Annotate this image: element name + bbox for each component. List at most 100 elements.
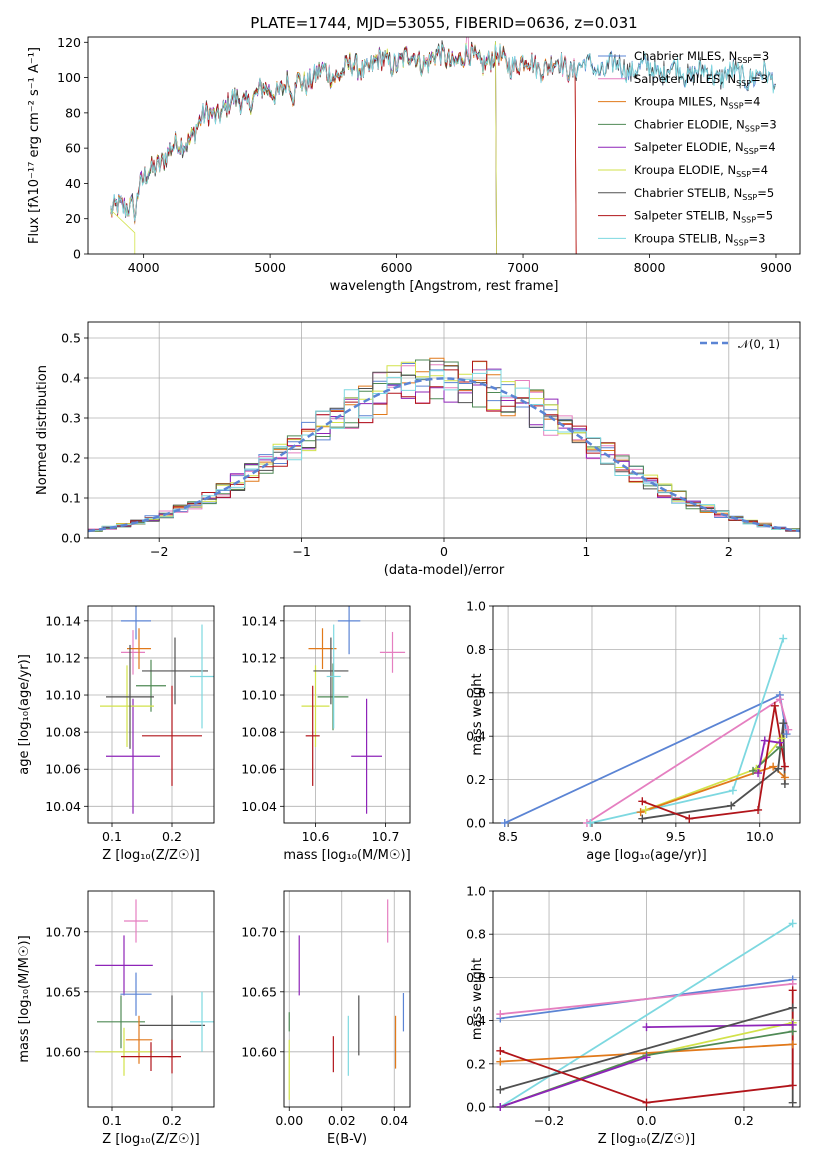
y-tick-label: 10.65 (45, 984, 81, 999)
y-tick-label: 0.0 (61, 531, 81, 546)
weight-point-marker (779, 719, 788, 728)
plot-area-residual-histogram (88, 357, 800, 533)
weight-point-marker (638, 797, 647, 806)
weight-point-marker (496, 1085, 505, 1094)
y-tick-label: 0.2 (466, 772, 486, 787)
x-axis-label: age [log₁₀(age/yr)] (586, 848, 707, 863)
weight-point-marker (754, 769, 763, 778)
plot-area-weight-vs-age (504, 638, 790, 823)
x-tick-label: 0.2 (162, 829, 182, 844)
legend-entry: Kroupa ELODIE, NSSP=4 (634, 163, 768, 179)
x-tick-label: 0.02 (328, 1113, 356, 1128)
x-tick-label: 9.5 (666, 829, 686, 844)
x-tick-label: 7000 (507, 260, 539, 275)
y-tick-label: 10.10 (45, 688, 81, 703)
y-tick-label: 0.6 (466, 685, 486, 700)
legend-entry: Kroupa MILES, NSSP=4 (634, 95, 760, 111)
x-axis-label: mass [log₁₀(M/M☉)] (283, 848, 410, 863)
x-tick-label: 0.2 (162, 1113, 182, 1128)
axes-frame (283, 605, 411, 824)
normal-reference-curve (88, 377, 800, 533)
axes-frame (492, 890, 801, 1108)
figure-title: PLATE=1744, MJD=53055, FIBERID=0636, z=0… (250, 14, 637, 32)
spectrum-series-line (110, 42, 497, 254)
y-tick-label: 0.5 (61, 331, 81, 346)
x-tick-label: 10.7 (372, 829, 400, 844)
weight-point-marker (749, 766, 758, 775)
y-tick-label: 0.0 (466, 816, 486, 831)
weight-series-line (504, 693, 788, 823)
x-tick-label: 0 (440, 544, 448, 559)
x-axis-label: Z [log₁₀(Z/Z☉)] (598, 1132, 695, 1147)
weight-point-marker (685, 814, 694, 823)
y-tick-label: 10.04 (241, 799, 277, 814)
weight-point-marker (636, 808, 645, 817)
panel-residual-histogram: −2 −1 0 1 2 0.0 0.1 0.2 0.3 0.4 0.5 (data-model)/er… (35, 321, 801, 578)
x-tick-label: −0.2 (534, 1113, 564, 1128)
weight-point-marker (780, 762, 789, 771)
y-tick-label: 1.0 (466, 599, 486, 614)
y-tick-label: 10.65 (241, 984, 277, 999)
y-axis-label: Normed distribution (35, 365, 50, 495)
x-tick-label: 5000 (254, 260, 286, 275)
weight-point-marker (780, 779, 789, 788)
y-axis-label: mass [log₁₀(M/M☉)] (17, 935, 32, 1062)
x-axis-label: E(B-V) (327, 1132, 367, 1147)
weight-point-marker (586, 819, 595, 827)
weight-point-marker (777, 734, 786, 743)
y-tick-label: 0.0 (466, 1100, 486, 1115)
x-tick-label: 8000 (634, 260, 666, 275)
y-tick-label: 10.60 (45, 1044, 81, 1059)
y-tick-label: 0.1 (61, 491, 81, 506)
weight-point-marker (496, 1010, 505, 1019)
x-tick-label: 0.00 (275, 1113, 303, 1128)
axes-frame (87, 890, 215, 1108)
weight-point-marker (788, 1098, 797, 1107)
x-tick-label: 6000 (381, 260, 413, 275)
weight-series-line (500, 983, 793, 1015)
y-tick-label: 0.8 (466, 642, 486, 657)
weight-point-marker (754, 805, 763, 814)
legend-entry: Salpeter MILES, NSSP=3 (634, 72, 768, 88)
y-tick-label: 10.04 (45, 799, 81, 814)
y-tick-label: 0.6 (466, 970, 486, 985)
y-axis-label: age [log₁₀(age/yr)] (17, 654, 32, 775)
weight-point-marker (769, 762, 778, 771)
panel-weight-vs-age: 8.5 9.0 9.5 10.0 0.0 0.2 0.4 0.6 0.8 1.0 age [log₁… (466, 599, 801, 863)
weight-point-marker (496, 1046, 505, 1055)
legend-entry: 𝒩(0, 1) (738, 337, 780, 351)
x-axis-label: (data-model)/error (384, 563, 505, 578)
x-axis-label: Z [log₁₀(Z/Z☉)] (102, 848, 199, 863)
y-tick-label: 10.60 (241, 1044, 277, 1059)
y-tick-label: 0.3 (61, 411, 81, 426)
x-tick-label: 0.1 (102, 1113, 122, 1128)
weight-point-marker (496, 1103, 505, 1111)
legend-entry: Chabrier STELIB, NSSP=5 (634, 186, 774, 202)
weight-point-marker (788, 1040, 797, 1049)
legend-entry: Chabrier MILES, NSSP=3 (634, 49, 769, 65)
plot-area-spectrum (110, 37, 776, 254)
weight-point-marker (774, 764, 783, 773)
weight-point-marker (788, 986, 797, 995)
x-tick-label: 0.04 (380, 1113, 408, 1128)
x-tick-label: 0.0 (637, 1113, 657, 1128)
panel-mass-vs-Z: 0.1 0.2 10.60 10.65 10.70 Z [log₁₀(Z/Z☉)] mass… (17, 890, 215, 1147)
weight-series-line (500, 1006, 793, 1091)
legend-entry: Salpeter ELODIE, NSSP=4 (634, 140, 776, 156)
weight-point-marker (727, 801, 736, 810)
y-tick-label: 0.4 (61, 371, 81, 386)
y-tick-label: 0.4 (466, 729, 486, 744)
panel-age-vs-Z: 0.1 0.2 10.04 10.06 10.08 10.10 10.12 10.14 Z [l… (17, 605, 215, 863)
y-tick-label: 10.10 (241, 688, 277, 703)
x-tick-label: 1 (582, 544, 590, 559)
plot-area-age-vs-mass (301, 606, 406, 814)
y-axis-label: mass weight (470, 958, 485, 1040)
weight-point-marker (641, 805, 650, 814)
legend-entry: Chabrier ELODIE, NSSP=3 (634, 117, 777, 133)
y-tick-label: 80 (65, 105, 81, 120)
y-tick-label: 10.08 (241, 725, 277, 740)
x-tick-label: 4000 (128, 260, 160, 275)
x-tick-label: 0.1 (102, 829, 122, 844)
spectrum-series-line (110, 41, 497, 254)
panel-weight-vs-Z: −0.2 0.0 0.2 0.0 0.2 0.4 0.6 0.8 1.0 Z [log₁₀(Z/Z… (466, 884, 801, 1147)
